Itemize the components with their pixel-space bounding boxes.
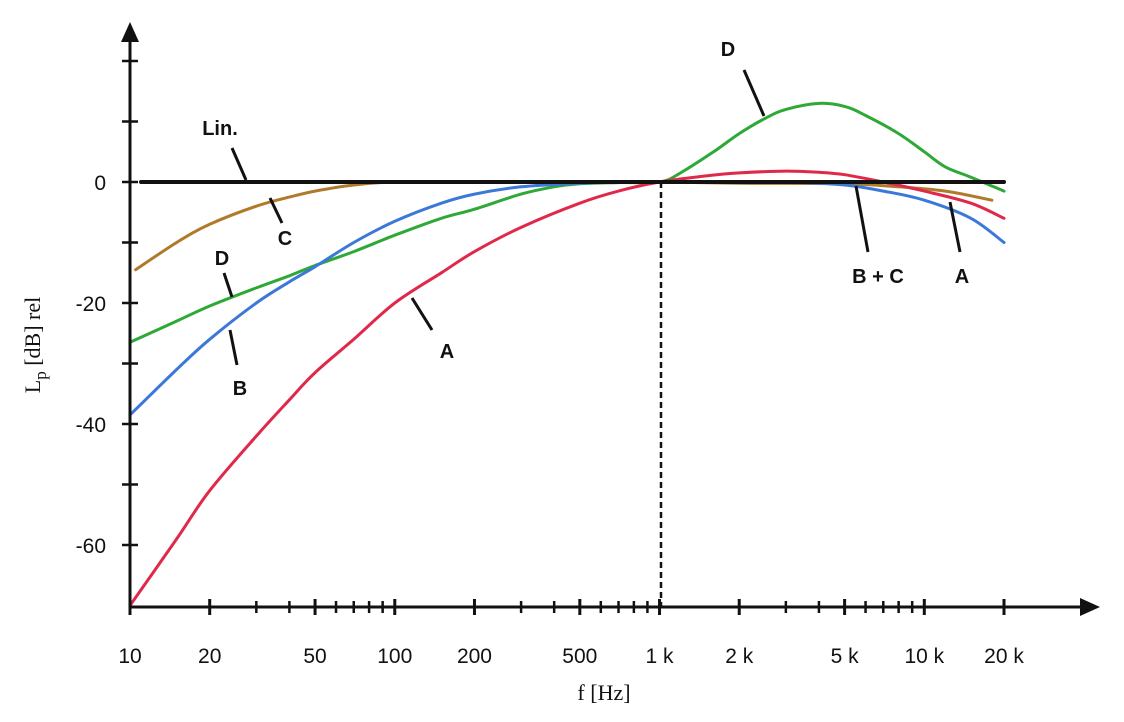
curve-label: Lin. — [202, 118, 238, 140]
x-tick-label: 200 — [457, 645, 492, 668]
x-tick-label: 5 k — [831, 645, 860, 668]
annotation-leader-line — [230, 147, 248, 181]
labels-layer: f [Hz] Lp [dB] rel — [20, 297, 631, 705]
x-tick-label: 20 k — [984, 645, 1024, 668]
x-tick-label: 10 k — [904, 645, 944, 668]
annotation-layer: Lin. C D B A D B + C A — [202, 39, 969, 400]
annotation-leader-line — [222, 272, 234, 298]
y-axis-title-rest: [dB] rel — [20, 297, 45, 372]
curve-label: A — [955, 266, 969, 288]
y-axis-title-sub: p — [31, 371, 50, 380]
annotation-leader-line — [268, 197, 284, 224]
curves-layer — [128, 101, 1006, 607]
x-tick-label: 20 — [198, 645, 221, 668]
y-axis-arrow — [121, 22, 139, 42]
x-axis-title: f [Hz] — [577, 680, 630, 705]
ticks-layer: 10 20 50 100 200 500 1 k 2 k 5 k 10 k 20 k 0 -20 -40 -… — [76, 59, 1024, 668]
curve-label: B + C — [852, 266, 904, 288]
x-tick-label: 100 — [377, 645, 412, 668]
x-tick-label: 500 — [562, 645, 597, 668]
x-tick-label: 2 k — [725, 645, 754, 668]
annotation-leader-line — [410, 297, 434, 331]
axes-layer — [121, 22, 1100, 616]
curve-label: C — [278, 228, 292, 250]
y-tick-label: -20 — [76, 293, 106, 316]
curve-label: B — [233, 378, 247, 400]
curve-label: A — [440, 341, 454, 363]
y-tick-label: -40 — [76, 414, 106, 437]
annotation-leader-line — [228, 329, 239, 366]
x-tick-label: 10 — [118, 645, 141, 668]
annotation-leader-line — [742, 69, 766, 117]
y-tick-label: 0 — [94, 172, 106, 195]
y-tick-label: -60 — [76, 535, 106, 558]
curve-label: D — [721, 39, 735, 61]
x-tick-label: 50 — [303, 645, 326, 668]
series-line-d — [128, 101, 1006, 344]
y-axis-title: Lp [dB] rel — [20, 297, 50, 393]
curve-label: D — [215, 248, 229, 270]
series-line-a — [128, 169, 1006, 607]
series-line-b — [128, 180, 1006, 417]
annotation-leader-line — [948, 201, 962, 253]
x-tick-label: 1 k — [646, 645, 675, 668]
y-axis-title-main: L — [20, 380, 45, 393]
annotation-leader-line — [854, 185, 870, 253]
x-axis-arrow — [1080, 598, 1100, 616]
